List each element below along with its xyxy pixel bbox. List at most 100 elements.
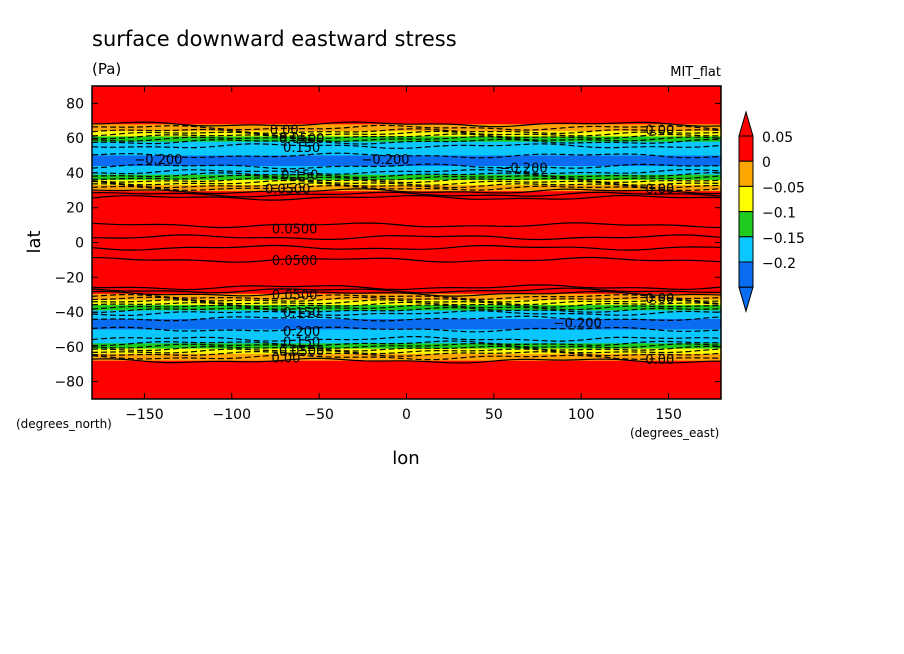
color-band — [92, 335, 721, 337]
contour-label: −0.200 — [554, 316, 602, 331]
color-band — [92, 225, 721, 228]
color-band — [92, 391, 721, 393]
contour-line — [92, 335, 721, 342]
color-band — [92, 165, 721, 167]
color-band — [92, 198, 721, 200]
color-band — [92, 262, 721, 264]
y-tick-label: −80 — [54, 375, 84, 391]
color-band — [92, 119, 721, 121]
contour-line — [92, 290, 721, 297]
color-band — [92, 320, 721, 323]
contour-label: 0.0500 — [279, 344, 325, 359]
color-band — [92, 376, 721, 378]
chart-title: surface downward eastward stress — [92, 27, 457, 51]
color-band — [92, 92, 721, 94]
color-band — [92, 95, 721, 98]
color-band — [92, 192, 721, 195]
color-band — [92, 276, 721, 278]
color-band — [92, 274, 721, 277]
color-band — [92, 293, 721, 296]
color-band — [92, 126, 721, 129]
color-band — [92, 165, 721, 168]
color-band — [92, 127, 721, 130]
color-band — [92, 319, 721, 322]
color-band — [92, 313, 721, 316]
y-tick-label: 80 — [66, 96, 84, 112]
color-band — [92, 249, 721, 251]
color-band — [92, 162, 721, 164]
colorbar-segment — [738, 211, 754, 238]
color-band — [92, 340, 721, 343]
y-tick-label: 40 — [66, 166, 84, 182]
color-band — [92, 204, 721, 206]
color-band — [92, 136, 721, 138]
color-band — [92, 390, 721, 392]
color-band — [92, 161, 721, 164]
contour-label: 0.0500 — [272, 223, 318, 238]
color-band — [92, 328, 721, 331]
colorbar-arrow-bottom — [738, 286, 754, 313]
color-band — [92, 272, 721, 275]
color-band — [92, 333, 721, 336]
color-band — [92, 339, 721, 341]
color-band — [92, 370, 721, 372]
contour-line — [92, 133, 721, 140]
color-band — [92, 237, 721, 239]
color-band — [92, 214, 721, 217]
color-band — [92, 324, 721, 326]
color-band — [92, 155, 721, 158]
color-band — [92, 385, 721, 388]
colorbar-segment — [738, 185, 754, 213]
color-band — [92, 256, 721, 258]
color-band — [92, 205, 721, 208]
color-band — [92, 312, 721, 314]
y-tick-label: 0 — [75, 236, 84, 252]
color-band — [92, 125, 721, 128]
color-band — [92, 227, 721, 230]
color-band — [92, 174, 721, 177]
color-band — [92, 375, 721, 377]
color-band — [92, 261, 721, 264]
color-band — [92, 219, 721, 222]
color-band — [92, 317, 721, 319]
color-band — [92, 133, 721, 136]
color-band — [92, 239, 721, 241]
color-band — [92, 153, 721, 156]
color-band — [92, 160, 721, 163]
color-band — [92, 299, 721, 301]
color-band — [92, 277, 721, 279]
color-band — [92, 339, 721, 342]
color-band — [92, 226, 721, 229]
color-band — [92, 353, 721, 356]
x-tick-label: 50 — [485, 407, 503, 423]
color-band — [92, 246, 721, 249]
color-band — [92, 132, 721, 134]
color-band — [92, 318, 721, 320]
colorbar-segment — [738, 135, 754, 162]
contour-label: 0.150 — [283, 306, 320, 321]
color-band — [92, 179, 721, 181]
color-band — [92, 259, 721, 262]
color-band — [92, 334, 721, 337]
color-band — [92, 295, 721, 298]
color-band — [92, 361, 721, 364]
contour-line — [92, 306, 721, 313]
color-band — [92, 177, 721, 179]
color-band — [92, 388, 721, 391]
colorbar-segment — [738, 261, 754, 288]
color-band — [92, 119, 721, 122]
color-band — [92, 251, 721, 253]
color-band — [92, 350, 721, 352]
color-band — [92, 358, 721, 360]
color-band — [92, 290, 721, 292]
color-band — [92, 197, 721, 199]
colorbar-arrow-top — [738, 110, 754, 137]
color-band — [92, 137, 721, 139]
color-band — [92, 289, 721, 291]
color-band — [92, 279, 721, 281]
contour-line — [92, 168, 721, 175]
color-band — [92, 116, 721, 118]
color-band — [92, 298, 721, 300]
contour-line — [92, 315, 721, 322]
color-band — [92, 134, 721, 137]
